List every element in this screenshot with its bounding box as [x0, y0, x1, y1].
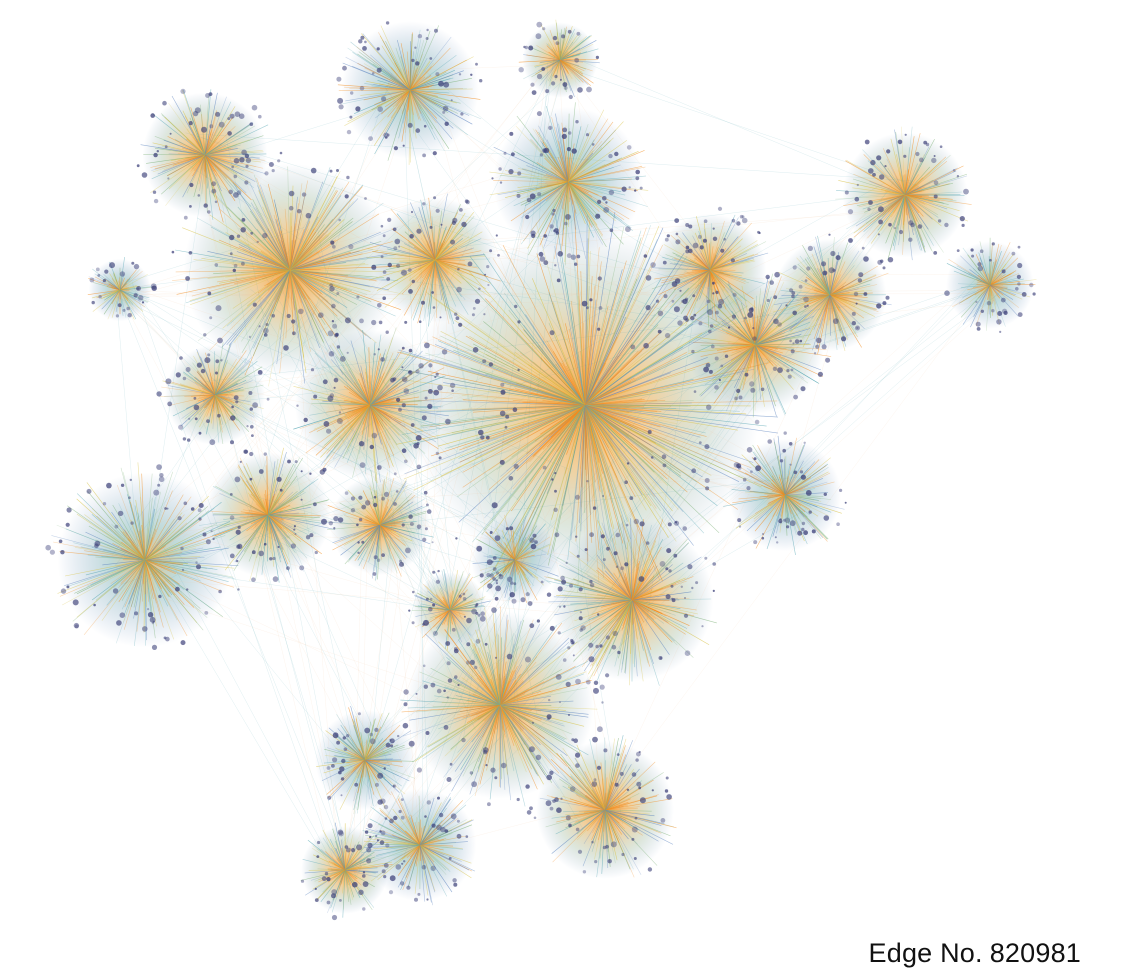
edge-count-value: 820981	[989, 938, 1081, 968]
cluster-16-edges	[772, 235, 892, 355]
cluster-18-nodes	[333, 490, 434, 576]
cluster-24-edges	[650, 214, 769, 328]
nodes-layer	[45, 21, 1036, 921]
bottom-cluster-edges	[539, 735, 677, 878]
right-hub-nodes	[683, 274, 831, 400]
cluster-13-edges	[366, 193, 501, 327]
cluster-22-edges	[518, 19, 600, 98]
left-hub-nodes	[198, 449, 339, 582]
upper-right-hub-edges	[835, 126, 972, 261]
cluster-25-edges	[411, 569, 491, 651]
left-center-hub-edges	[293, 327, 453, 484]
far-left-cluster-edges	[51, 462, 239, 647]
edge-count-prefix: Edge No.	[868, 938, 983, 968]
right-hub-edges	[688, 273, 832, 418]
cluster-23-nodes	[476, 526, 560, 606]
cluster-14-edges	[337, 25, 482, 165]
left-center-hub-nodes	[296, 319, 454, 476]
upper-left-hub-nodes	[171, 151, 392, 375]
cluster-19-nodes	[156, 353, 270, 446]
cluster-26-nodes	[89, 261, 157, 318]
cluster-17-edges	[723, 435, 845, 556]
cluster-14-nodes	[336, 21, 483, 158]
edge-count-label: Edge No. 820981	[869, 938, 1081, 969]
lower-center-hub-edges	[400, 606, 598, 807]
lower-right-hub-nodes	[549, 520, 716, 685]
cluster-15-edges	[140, 89, 269, 223]
lower-center-hub-nodes	[403, 598, 605, 807]
cluster-17-nodes	[737, 431, 847, 545]
bottom-left-cluster-nodes	[326, 712, 422, 805]
cluster-20-nodes	[366, 796, 469, 902]
cluster-20-edges	[361, 791, 476, 906]
cluster-18-edges	[326, 470, 434, 581]
edges-layer	[51, 19, 1037, 918]
cluster-21-nodes	[300, 829, 387, 921]
upper-center-hub-nodes	[491, 111, 643, 262]
cluster-24-nodes	[645, 206, 761, 328]
cluster-15-nodes	[136, 88, 262, 220]
cluster-21-edges	[300, 822, 393, 918]
bottom-cluster-nodes	[526, 736, 672, 874]
far-left-cluster-nodes	[45, 464, 241, 651]
cluster-16-nodes	[766, 233, 890, 355]
far-right-cluster-nodes	[944, 242, 1036, 333]
cluster-13-nodes	[380, 196, 498, 324]
cluster-22-nodes	[518, 21, 600, 100]
cluster-26-edges	[87, 257, 155, 320]
cluster-25-nodes	[408, 569, 486, 651]
cluster-19-edges	[159, 342, 264, 445]
upper-right-hub-nodes	[844, 133, 969, 263]
